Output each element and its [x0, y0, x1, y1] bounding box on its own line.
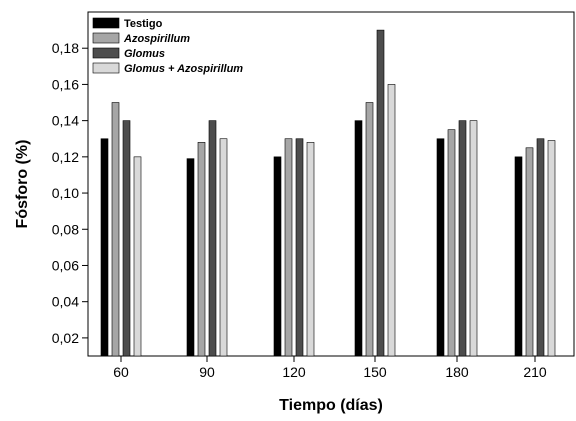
x-tick-label: 60 [113, 364, 129, 380]
bar-glomus-60 [122, 120, 131, 357]
x-tick-label: 120 [282, 364, 306, 380]
bar-testigo-210 [514, 156, 523, 357]
bar-azospirillum-60 [111, 102, 120, 357]
y-tick-label: 0,10 [52, 185, 79, 201]
x-axis-title: Tiempo (días) [279, 397, 383, 414]
bar-testigo-150 [354, 120, 363, 357]
y-tick-label: 0,04 [52, 294, 79, 310]
bar-testigo-60 [100, 138, 109, 357]
x-tick-label: 150 [363, 364, 387, 380]
legend-swatch [92, 17, 120, 29]
y-tick-label: 0,02 [52, 330, 79, 346]
bar-testigo-120 [273, 156, 282, 357]
bar-azospirillum-210 [525, 147, 534, 357]
y-tick-label: 0,08 [52, 221, 79, 237]
bar-glomus-180 [458, 120, 467, 357]
bar-azospirillum-90 [197, 142, 206, 357]
x-tick-label: 90 [199, 364, 215, 380]
bar-azospirillum-120 [284, 138, 293, 357]
bar-glomus-150 [376, 29, 385, 357]
bar-glomus-azospirillum-180 [469, 120, 478, 357]
y-tick-label: 0,18 [52, 40, 79, 56]
bar-azospirillum-150 [365, 102, 374, 357]
y-tick-label: 0,14 [52, 113, 79, 129]
bar-glomus-120 [295, 138, 304, 357]
y-axis: 0,02 0,04 0,06 0,08 0,10 0,12 0,14 0,16 0,18 [52, 40, 88, 346]
legend-swatch [92, 47, 120, 59]
legend-label: Glomus + Azospirillum [124, 63, 243, 75]
bar-testigo-180 [436, 138, 445, 357]
legend-swatch [92, 62, 120, 74]
bar-glomus-azospirillum-120 [306, 142, 315, 357]
bar-glomus-azospirillum-60 [133, 156, 142, 357]
y-tick-label: 0,16 [52, 76, 79, 92]
bar-glomus-90 [208, 120, 217, 357]
x-tick-label: 180 [445, 364, 469, 380]
legend-swatch [92, 32, 120, 44]
bar-glomus-azospirillum-150 [387, 84, 396, 357]
bar-testigo-90 [186, 158, 195, 357]
bars [100, 29, 556, 357]
bar-glomus-210 [536, 138, 545, 357]
legend-label: Azospirillum [123, 33, 190, 45]
legend: Testigo Azospirillum Glomus Glomus + Azospi… [92, 17, 243, 75]
bar-azospirillum-180 [447, 129, 456, 357]
y-axis-title: Fósforo (%) [14, 140, 31, 229]
y-tick-label: 0,12 [52, 149, 79, 165]
x-tick-label: 210 [523, 364, 547, 380]
x-axis: 60 90 120 150 180 210 [113, 356, 547, 380]
bar-glomus-azospirillum-90 [219, 138, 228, 357]
legend-label: Testigo [124, 18, 163, 30]
legend-label: Glomus [124, 48, 165, 60]
plot-frame [87, 11, 575, 357]
bar-glomus-azospirillum-210 [547, 140, 556, 357]
y-tick-label: 0,06 [52, 257, 79, 273]
